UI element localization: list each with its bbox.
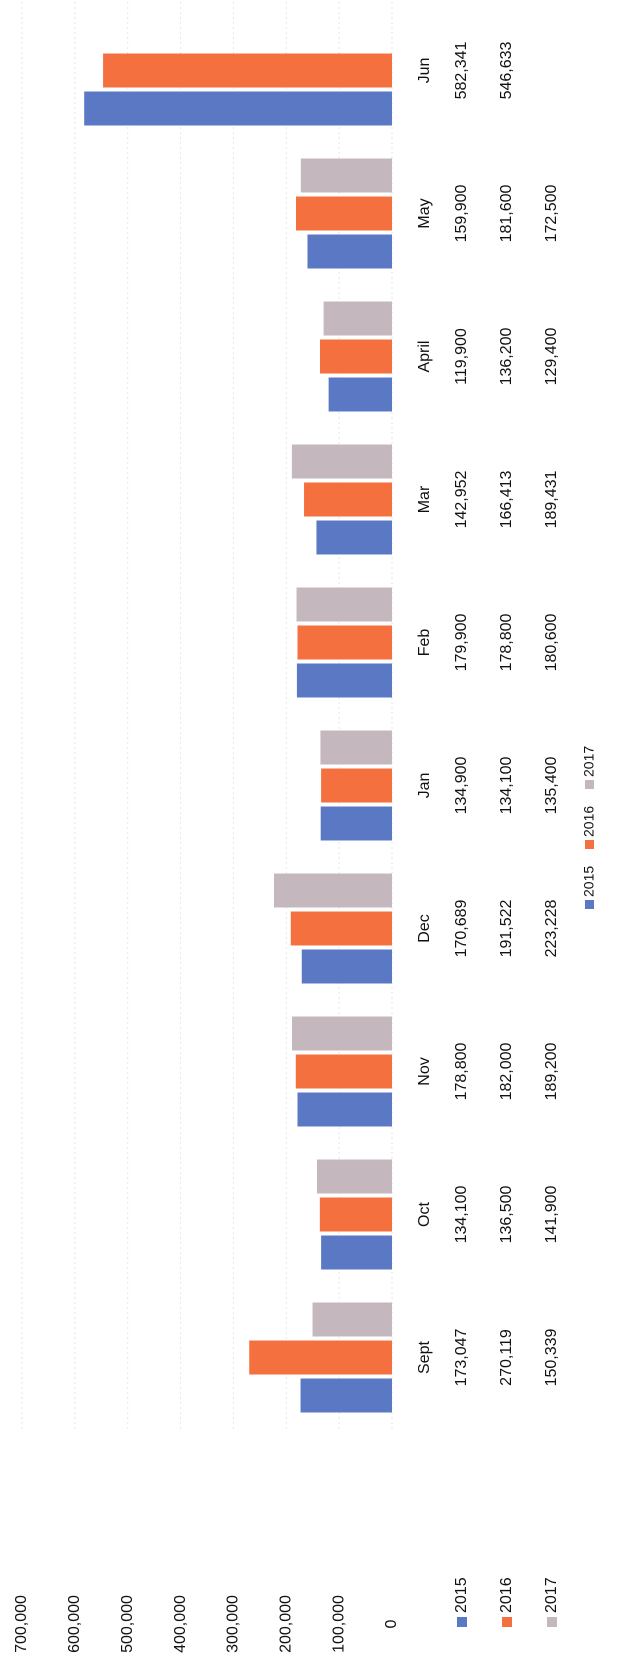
bar xyxy=(291,1016,393,1051)
table-value: 134,900 xyxy=(453,756,470,814)
category-label: May xyxy=(416,198,433,228)
table-value: 182,000 xyxy=(498,1042,515,1100)
bar xyxy=(297,1092,392,1127)
bar xyxy=(301,949,393,984)
bar xyxy=(84,91,392,126)
table-row-header: 2016 xyxy=(498,1577,515,1613)
table-value: 142,952 xyxy=(453,470,470,528)
category-label: Mar xyxy=(416,485,433,513)
bar xyxy=(249,1340,392,1375)
y-tick-label: 700,000 xyxy=(13,1595,30,1653)
bar xyxy=(321,768,392,803)
table-value: 129,400 xyxy=(543,327,560,385)
y-tick-label: 400,000 xyxy=(172,1595,189,1653)
bar xyxy=(312,1302,392,1337)
rotated-chart: 0 100,000 200,000 300,000 400,000 500,000 600,… xyxy=(13,0,597,1653)
legend-label: 2016 xyxy=(581,806,597,837)
y-tick-label: 200,000 xyxy=(278,1595,295,1653)
category-label: April xyxy=(416,340,433,372)
bar xyxy=(296,587,393,622)
bar xyxy=(320,730,392,765)
table-value: 150,339 xyxy=(543,1328,560,1386)
legend-swatch xyxy=(585,900,594,909)
category-label: Nov xyxy=(416,1057,433,1085)
category-label: Dec xyxy=(416,914,433,942)
table-value: 178,800 xyxy=(498,613,515,671)
bar xyxy=(296,663,392,698)
bar xyxy=(321,1235,392,1270)
table-value: 170,689 xyxy=(453,899,470,957)
table-value: 189,200 xyxy=(543,1042,560,1100)
legend-label: 2015 xyxy=(581,866,597,897)
category-label: Oct xyxy=(416,1202,433,1227)
category-label: Sept xyxy=(416,1340,433,1373)
bar xyxy=(290,911,392,946)
category-label: Jan xyxy=(416,773,433,799)
table-value: 181,600 xyxy=(498,184,515,242)
table-value: 141,900 xyxy=(543,1185,560,1243)
table-value: 136,200 xyxy=(498,327,515,385)
bar xyxy=(316,1159,393,1194)
bar xyxy=(274,873,392,908)
table-value: 136,500 xyxy=(498,1185,515,1243)
table-value: 582,341 xyxy=(453,41,470,99)
table-row-header: 2015 xyxy=(453,1577,470,1613)
table-swatch xyxy=(547,1617,557,1627)
bar xyxy=(328,377,393,412)
bar xyxy=(320,339,393,374)
table-value: 223,228 xyxy=(543,899,560,957)
y-tick-label: 0 xyxy=(383,1619,400,1628)
bar xyxy=(300,158,393,193)
bar xyxy=(319,1197,393,1232)
table-value: 134,100 xyxy=(498,756,515,814)
table-value: 178,800 xyxy=(453,1042,470,1100)
y-tick-label: 500,000 xyxy=(119,1595,136,1653)
table-value: 166,413 xyxy=(498,470,515,528)
table-value: 172,500 xyxy=(543,184,560,242)
table-swatch xyxy=(502,1617,512,1627)
legend-label: 2017 xyxy=(581,746,597,777)
bar xyxy=(295,1054,392,1089)
bar xyxy=(103,53,393,88)
table-value: 134,100 xyxy=(453,1185,470,1243)
legend-swatch xyxy=(585,780,594,789)
y-tick-label: 100,000 xyxy=(330,1595,347,1653)
table-swatch xyxy=(457,1617,467,1627)
table-value: 179,900 xyxy=(453,613,470,671)
bar xyxy=(296,196,392,231)
table-value: 119,900 xyxy=(453,328,470,385)
y-tick-label: 300,000 xyxy=(225,1595,242,1653)
bar xyxy=(320,806,392,841)
table-value: 189,431 xyxy=(543,470,560,528)
table-value: 546,633 xyxy=(498,41,515,99)
bar xyxy=(300,1378,392,1413)
bar xyxy=(316,520,393,555)
table-row-header: 2017 xyxy=(543,1577,560,1613)
table-value: 180,600 xyxy=(543,613,560,671)
bar xyxy=(307,234,392,269)
table-value: 159,900 xyxy=(453,184,470,242)
category-label: Jun xyxy=(416,58,433,84)
bar xyxy=(304,482,393,517)
table-value: 173,047 xyxy=(453,1328,470,1386)
table-value: 135,400 xyxy=(543,756,560,814)
bar xyxy=(291,444,393,479)
bar xyxy=(323,301,392,336)
table-value: 191,522 xyxy=(498,899,515,957)
y-tick-label: 600,000 xyxy=(66,1595,83,1653)
bar xyxy=(297,625,392,660)
category-label: Feb xyxy=(416,629,433,657)
table-value: 270,119 xyxy=(498,1329,515,1386)
legend-swatch xyxy=(585,840,594,849)
